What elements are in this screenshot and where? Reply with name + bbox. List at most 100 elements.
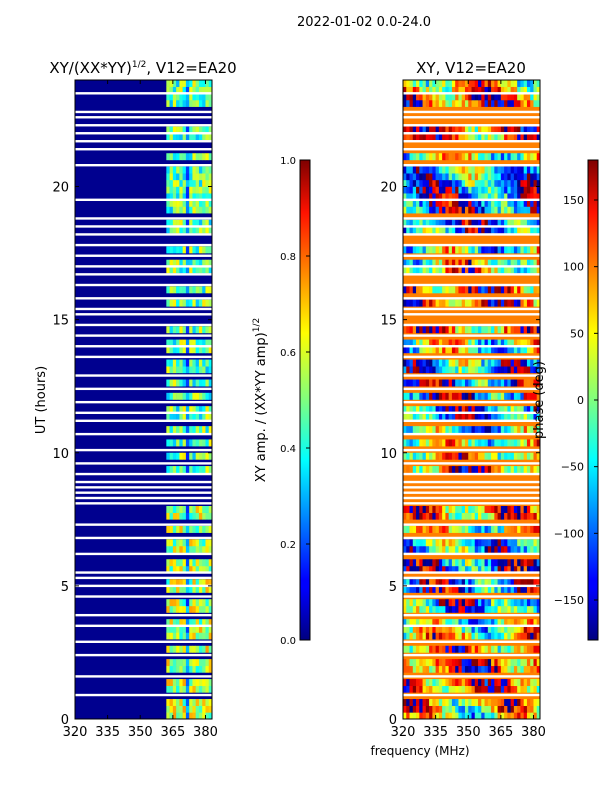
amplitude-cell bbox=[202, 99, 206, 107]
amplitude-cell bbox=[208, 153, 212, 161]
phase-cell bbox=[504, 126, 508, 134]
phase-cell bbox=[468, 452, 472, 460]
phase-cell bbox=[403, 665, 407, 673]
phase-cell bbox=[438, 565, 443, 573]
amplitude-cell bbox=[179, 266, 183, 274]
phase-cell bbox=[448, 86, 453, 94]
phase-cell bbox=[412, 246, 417, 254]
phase-cell bbox=[474, 199, 479, 207]
phase-cell bbox=[504, 133, 508, 141]
phase-cell bbox=[425, 379, 430, 387]
phase-cell bbox=[422, 126, 427, 134]
phase-cell bbox=[435, 326, 440, 334]
phase-cell bbox=[494, 80, 498, 87]
phase-cell bbox=[416, 246, 420, 254]
amplitude-cell bbox=[185, 286, 190, 294]
amplitude-cell bbox=[202, 166, 206, 174]
amplitude-cell bbox=[195, 632, 200, 640]
phase-cell bbox=[507, 126, 511, 134]
amplitude-cell bbox=[202, 346, 206, 354]
flagged-row bbox=[75, 486, 212, 489]
phase-cell bbox=[435, 665, 440, 673]
amplitude-cell bbox=[208, 80, 212, 87]
phase-cell bbox=[484, 565, 489, 573]
phase-cell bbox=[474, 585, 479, 593]
phase-cell bbox=[533, 466, 538, 474]
phase-cell bbox=[536, 659, 540, 667]
amplitude-cell bbox=[208, 359, 212, 367]
phase-cell bbox=[409, 133, 414, 141]
amplitude-cell bbox=[182, 133, 187, 141]
phase-cell bbox=[464, 545, 469, 553]
phase-cell bbox=[419, 299, 423, 307]
amplitude-cell bbox=[176, 525, 180, 533]
amplitude-cell bbox=[166, 366, 170, 374]
phase-cell bbox=[513, 366, 518, 374]
phase-cell bbox=[406, 219, 410, 227]
flagged-row bbox=[403, 297, 540, 300]
phase-cell bbox=[533, 299, 538, 307]
phase-cell bbox=[523, 179, 528, 187]
phase-cell bbox=[504, 219, 508, 227]
amplitude-cell bbox=[176, 326, 180, 334]
phase-cell bbox=[403, 625, 407, 633]
phase-cell bbox=[491, 153, 495, 161]
amplitude-cell bbox=[182, 219, 187, 227]
phase-cell bbox=[464, 659, 469, 667]
phase-cell bbox=[517, 133, 521, 141]
phase-cell bbox=[455, 539, 459, 547]
amplitude-cell bbox=[182, 173, 187, 181]
phase-cell bbox=[455, 93, 459, 101]
phase-cell bbox=[471, 525, 476, 533]
phase-cell bbox=[445, 712, 449, 719]
phase-cell bbox=[517, 179, 521, 187]
amplitude-cell bbox=[169, 452, 174, 460]
flagged-row bbox=[75, 536, 212, 540]
phase-cell bbox=[406, 632, 410, 640]
phase-cell bbox=[530, 512, 534, 520]
phase-cell bbox=[530, 359, 534, 367]
phase-cell bbox=[474, 685, 479, 693]
amplitude-cell bbox=[166, 659, 170, 667]
phase-cell bbox=[481, 80, 485, 87]
phase-cell bbox=[445, 246, 449, 254]
phase-cell bbox=[513, 186, 518, 194]
amplitude-cell bbox=[198, 379, 203, 387]
phase-cell bbox=[513, 585, 518, 593]
phase-cell bbox=[435, 299, 440, 307]
phase-cell bbox=[406, 379, 410, 387]
phase-cell bbox=[464, 559, 469, 567]
phase-cell bbox=[468, 545, 472, 553]
phase-cell bbox=[491, 605, 495, 613]
phase-cell bbox=[422, 705, 427, 713]
amplitude-cell bbox=[195, 565, 200, 573]
flagged-row bbox=[75, 164, 212, 167]
phase-cell bbox=[507, 246, 511, 254]
phase-cell bbox=[458, 179, 463, 187]
phase-cell bbox=[494, 512, 498, 520]
phase-cell bbox=[507, 226, 511, 234]
amplitude-cell bbox=[179, 219, 183, 227]
phase-cell bbox=[458, 512, 463, 520]
phase-cell bbox=[445, 299, 449, 307]
phase-cell bbox=[530, 406, 534, 414]
phase-cell bbox=[429, 426, 433, 434]
phase-cell bbox=[510, 545, 515, 553]
phase-cell bbox=[487, 712, 492, 719]
flagged-row bbox=[75, 198, 212, 202]
phase-cell bbox=[513, 599, 518, 607]
phase-cell bbox=[425, 179, 430, 187]
phase-cell bbox=[520, 466, 524, 474]
phase-cell bbox=[416, 466, 420, 474]
phase-cell bbox=[406, 359, 410, 367]
amplitude-cell bbox=[198, 226, 203, 234]
phase-cell bbox=[504, 379, 508, 387]
amplitude-cell bbox=[169, 366, 174, 374]
amplitude-cell bbox=[195, 439, 200, 447]
phase-cell bbox=[500, 206, 505, 214]
phase-cell bbox=[442, 193, 446, 201]
phase-cell bbox=[461, 632, 466, 640]
phase-cell bbox=[438, 579, 443, 587]
phase-cell bbox=[504, 80, 508, 87]
flagged-row bbox=[403, 472, 540, 476]
